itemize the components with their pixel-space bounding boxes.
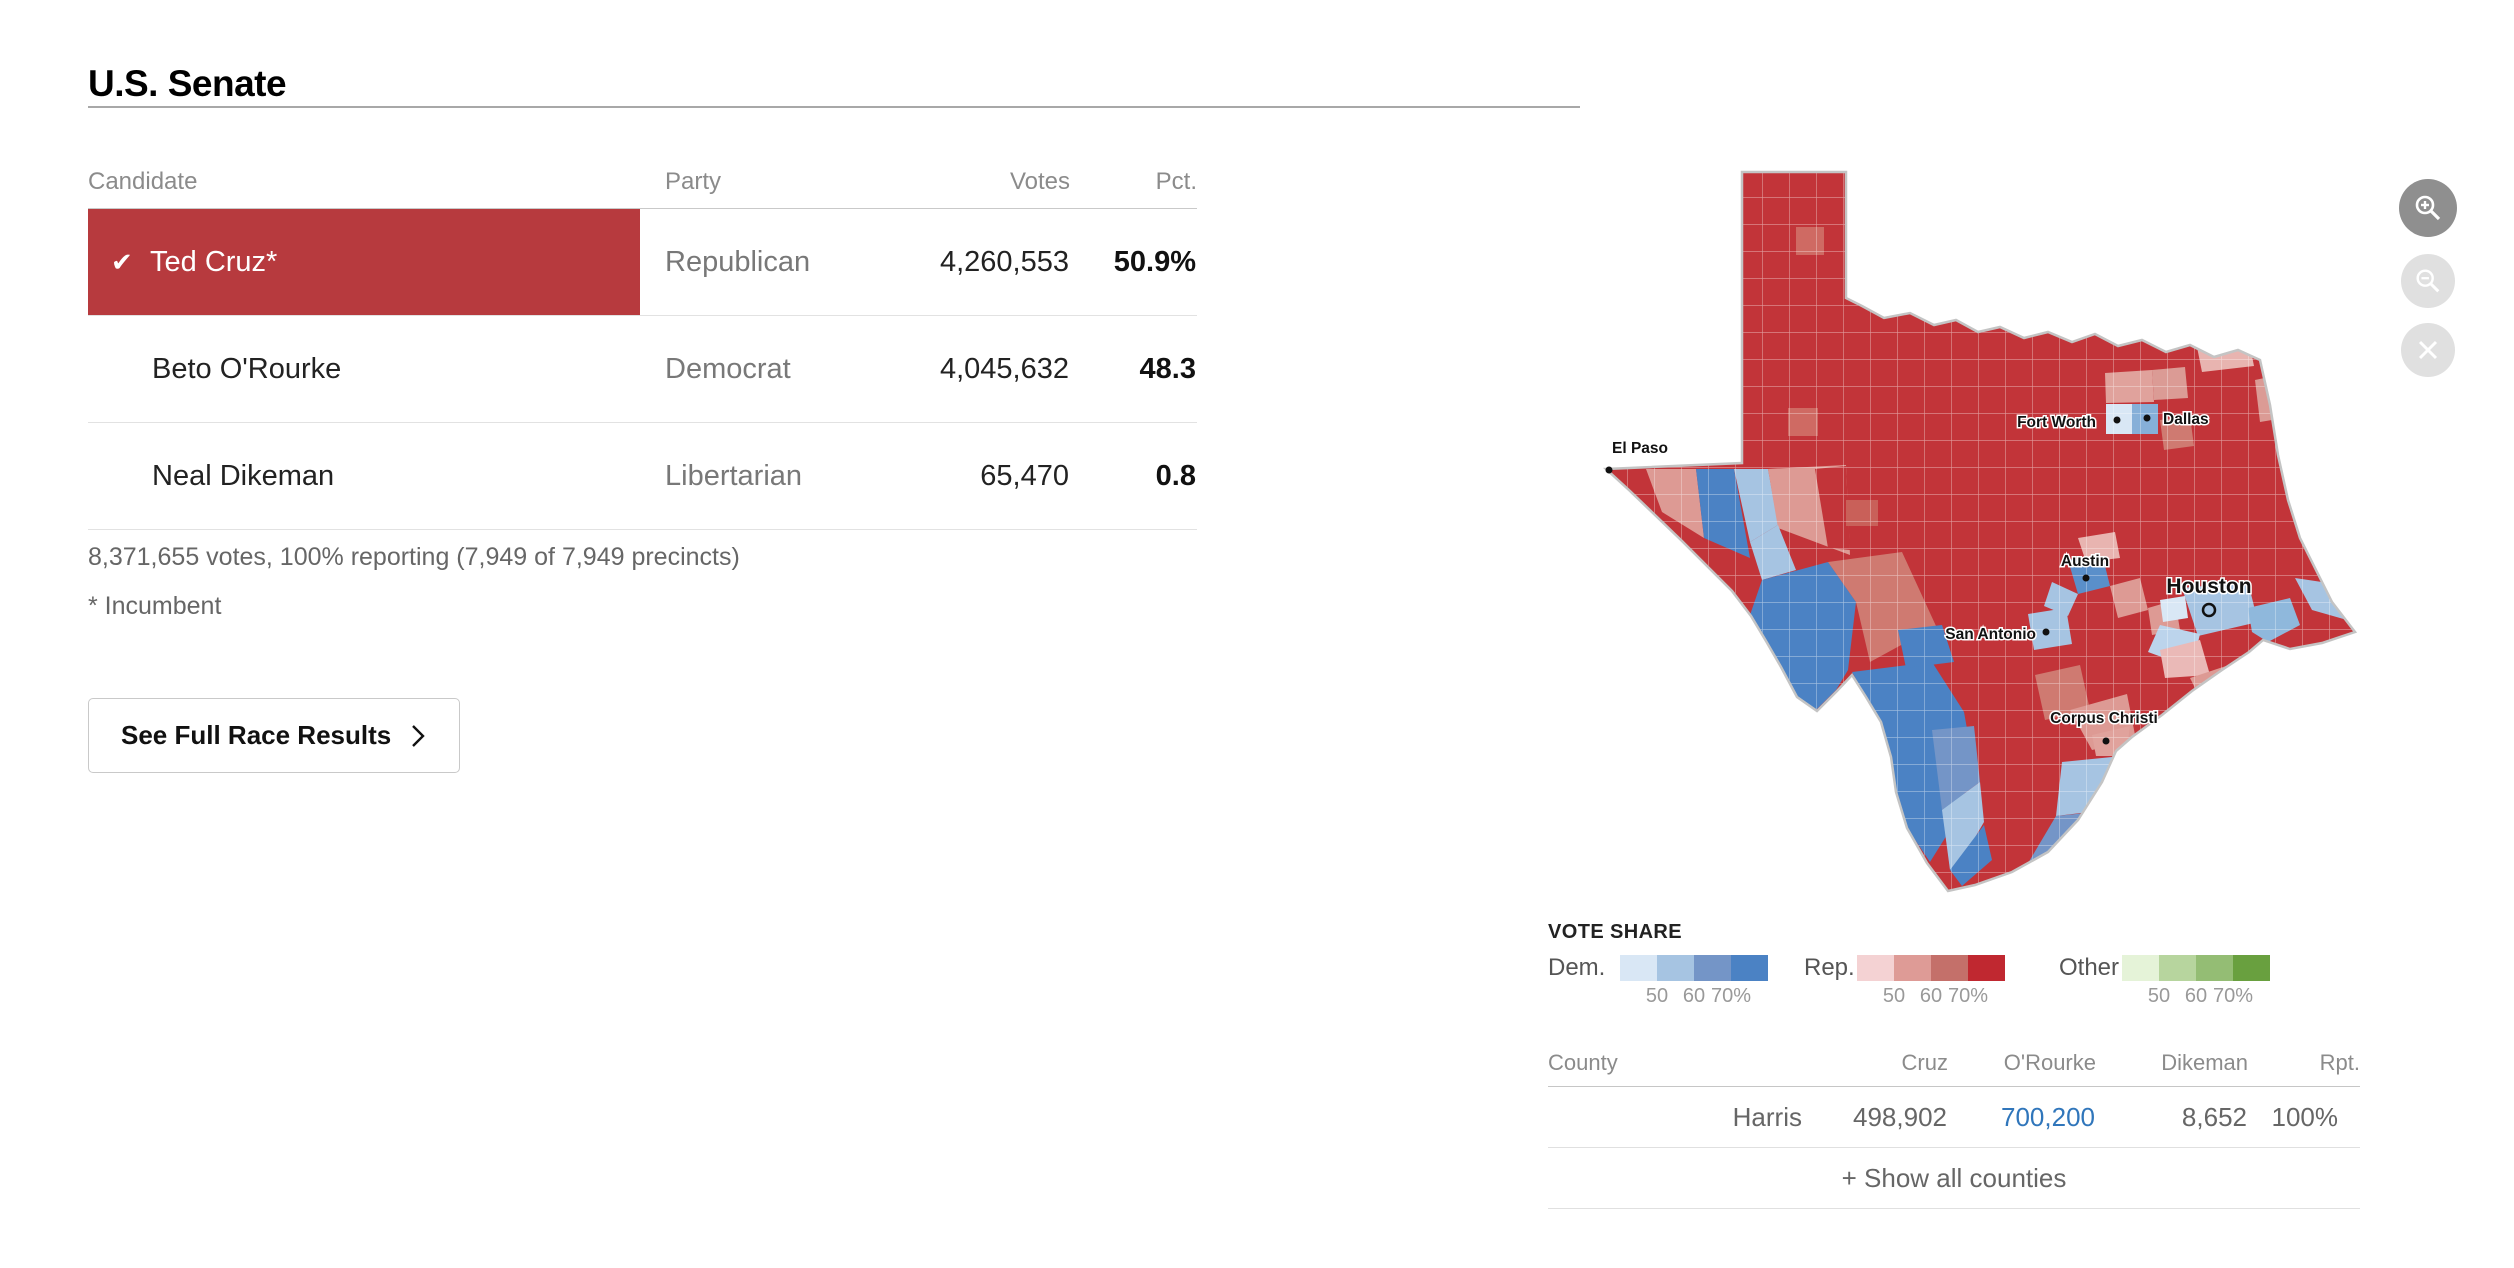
orourke-votes: 700,200 xyxy=(1948,1086,2096,1148)
legend-label-other: Other xyxy=(2059,954,2120,981)
col-orourke: O'Rourke xyxy=(1948,1050,2096,1087)
rep-swatch-2 xyxy=(1894,955,1931,981)
table-row-cruz: ✔ Ted Cruz* Republican 4,260,553 50.9% xyxy=(88,208,1197,316)
dem-swatch-4 xyxy=(1731,955,1768,981)
tick-70: 70% xyxy=(1710,985,1752,1007)
col-cruz: Cruz xyxy=(1803,1050,1948,1087)
cta-label: See Full Race Results xyxy=(121,720,392,750)
legend-swatches-dem: 50 60 70% xyxy=(1620,955,1768,1007)
table-row-dikeman: Neal Dikeman Libertarian 65,470 0.8 xyxy=(88,422,1197,530)
tick-60: 60 xyxy=(1919,985,1943,1007)
rep-swatch-4 xyxy=(1968,955,2005,981)
tick-60: 60 xyxy=(1682,985,1706,1007)
tick-50: 50 xyxy=(2147,985,2171,1007)
tick-60: 60 xyxy=(2184,985,2208,1007)
candidate-cell-winner: ✔ Ted Cruz* xyxy=(88,208,640,316)
dem-swatch-1 xyxy=(1620,955,1657,981)
col-rpt: Rpt. xyxy=(2248,1050,2360,1087)
texas-county-map[interactable]: El Paso Fort Worth Dallas Austin Houston… xyxy=(1600,170,2365,895)
legend-swatches-other: 50 60 70% xyxy=(2122,955,2270,1007)
page-title: U.S. Senate xyxy=(88,62,287,104)
city-label-corpus-christi: Corpus Christi xyxy=(2050,710,2158,727)
county-shading xyxy=(1606,172,2355,891)
dem-swatch-2 xyxy=(1657,955,1694,981)
zoom-in-icon[interactable] xyxy=(2399,179,2457,237)
rep-swatch-1 xyxy=(1857,955,1894,981)
rep-swatch-3 xyxy=(1931,955,1968,981)
city-label-san-antonio: San Antonio xyxy=(1945,626,2036,643)
zoom-out-icon[interactable] xyxy=(2401,254,2455,308)
pct-cell: 50.9% xyxy=(1070,208,1197,316)
party-cell: Libertarian xyxy=(640,422,885,530)
city-marker-fort-worth xyxy=(2113,416,2121,424)
city-marker-austin xyxy=(2082,574,2090,582)
reporting-summary: 8,371,655 votes, 100% reporting (7,949 o… xyxy=(88,543,740,571)
candidate-name: Ted Cruz* xyxy=(150,245,278,278)
candidate-results-table: Candidate Party Votes Pct. ✔ Ted Cruz* Re… xyxy=(88,168,1197,530)
city-marker-el-paso xyxy=(1605,466,1613,474)
county-header-row: County Cruz O'Rourke Dikeman Rpt. xyxy=(1548,1050,2360,1087)
col-votes: Votes xyxy=(885,168,1070,209)
city-marker-san-antonio xyxy=(2042,628,2050,636)
county-results-table: County Cruz O'Rourke Dikeman Rpt. Harris… xyxy=(1548,1050,2360,1209)
tick-50: 50 xyxy=(1645,985,1669,1007)
other-swatch-4 xyxy=(2233,955,2270,981)
other-swatch-3 xyxy=(2196,955,2233,981)
city-markers-and-labels: El Paso Fort Worth Dallas Austin Houston… xyxy=(1605,410,2253,745)
show-all-counties-row: + Show all counties xyxy=(1548,1147,2360,1209)
votes-cell: 65,470 xyxy=(885,422,1070,530)
chevron-right-icon xyxy=(412,724,425,747)
see-full-race-results-button[interactable]: See Full Race Results xyxy=(88,698,461,773)
check-icon: ✔ xyxy=(111,246,133,277)
col-candidate: Candidate xyxy=(88,168,640,209)
dikeman-votes: 8,652 xyxy=(2096,1086,2248,1148)
vote-share-legend: VOTE SHARE Dem. 50 60 70% Rep. xyxy=(1548,921,2270,1007)
col-pct: Pct. xyxy=(1070,168,1197,209)
col-dikeman: Dikeman xyxy=(2096,1050,2248,1087)
title-divider xyxy=(88,106,1580,108)
legend-label-rep: Rep. xyxy=(1804,954,1855,981)
close-icon[interactable] xyxy=(2401,323,2455,377)
city-label-fort-worth: Fort Worth xyxy=(2017,414,2096,431)
city-marker-dallas xyxy=(2143,414,2151,422)
table-row-orourke: Beto O'Rourke Democrat 4,045,632 48.3 xyxy=(88,315,1197,423)
candidate-name: Beto O'Rourke xyxy=(88,315,640,423)
city-label-austin: Austin xyxy=(2061,553,2109,570)
tick-70: 70% xyxy=(2212,985,2254,1007)
city-label-el-paso: El Paso xyxy=(1612,440,1668,457)
city-label-houston: Houston xyxy=(2166,575,2251,598)
tick-70: 70% xyxy=(1947,985,1989,1007)
city-marker-houston xyxy=(2201,602,2217,618)
pct-cell: 48.3 xyxy=(1070,315,1197,423)
city-marker-corpus-christi xyxy=(2102,737,2110,745)
rpt-pct: 100% xyxy=(2248,1086,2360,1148)
pct-cell: 0.8 xyxy=(1070,422,1197,530)
party-cell: Republican xyxy=(640,208,885,316)
legend-group-dem: Dem. 50 60 70% xyxy=(1548,954,1768,1007)
results-header-row: Candidate Party Votes Pct. xyxy=(88,168,1197,209)
party-cell: Democrat xyxy=(640,315,885,423)
legend-group-other: Other 50 60 70% xyxy=(2059,954,2270,1007)
dem-swatch-3 xyxy=(1694,955,1731,981)
col-county: County xyxy=(1548,1050,1803,1087)
city-label-dallas: Dallas xyxy=(2163,411,2209,428)
tick-50: 50 xyxy=(1882,985,1906,1007)
legend-swatches-rep: 50 60 70% xyxy=(1857,955,2005,1007)
votes-cell: 4,260,553 xyxy=(885,208,1070,316)
table-row-harris: Harris 498,902 700,200 8,652 100% xyxy=(1548,1086,2360,1148)
cruz-votes: 498,902 xyxy=(1803,1086,1948,1148)
incumbent-note: * Incumbent xyxy=(88,592,222,620)
votes-cell: 4,045,632 xyxy=(885,315,1070,423)
legend-group-rep: Rep. 50 60 70% xyxy=(1804,954,2005,1007)
col-party: Party xyxy=(640,168,885,209)
legend-label-dem: Dem. xyxy=(1548,954,1606,981)
other-swatch-1 xyxy=(2122,955,2159,981)
candidate-name: Neal Dikeman xyxy=(88,422,640,530)
legend-title: VOTE SHARE xyxy=(1548,921,1683,943)
state-border xyxy=(1602,170,2358,893)
show-all-counties-button[interactable]: + Show all counties xyxy=(1548,1147,2360,1209)
county-name: Harris xyxy=(1548,1086,1803,1148)
other-swatch-2 xyxy=(2159,955,2196,981)
